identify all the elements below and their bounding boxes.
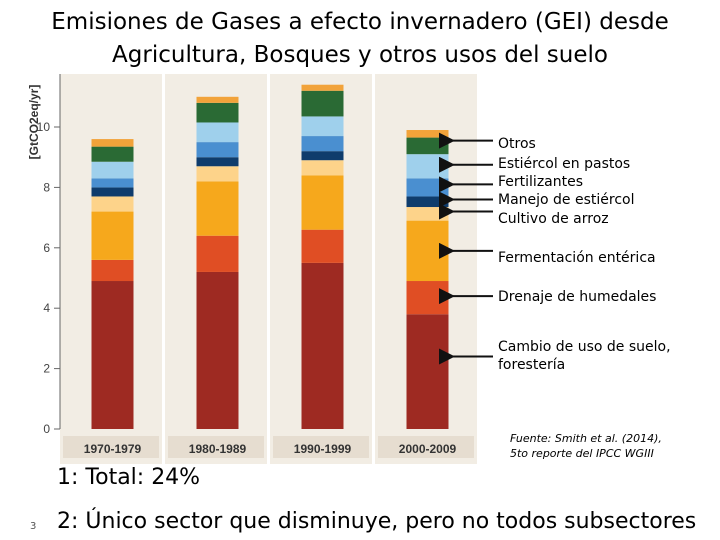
bar-segment [196,271,239,429]
bar-segment [91,187,134,197]
x-axis: 1970-1979 1980-1989 1990-1999 2000-2009 [63,436,474,458]
annotation-label: Drenaje de humedales [498,289,657,305]
annotation-label: Fermentación entérica [498,250,656,266]
note-total: 1: Total: 24% [57,465,201,490]
x-tick-label: 1980-1989 [189,442,247,456]
bar-segment [301,90,344,117]
bar-segment [406,220,449,282]
y-tick-label: 4 [43,301,50,315]
bar-segment [91,259,134,282]
annotation-label: Otros [498,136,536,152]
bar-segment [406,207,449,221]
bar-segment [91,161,134,179]
column-separator [372,74,375,464]
bar-segment [406,178,449,197]
source-citation: Fuente: Smith et al. (2014), 5to reporte… [510,431,662,461]
x-label-band [378,436,474,458]
x-tick-label: 1990-1999 [294,442,352,456]
bar-segment [196,166,239,182]
column-separator [267,74,270,464]
bar-segment [406,137,449,155]
bar-segment [91,146,134,162]
source-line-2: 5to reporte del IPCC WGIII [510,447,654,460]
bar-segment [301,160,344,176]
bar-segment [196,235,239,272]
bar-segment [91,196,134,212]
y-tick-label: 10 [37,120,51,134]
annotation-label: Manejo de estiércol [498,192,635,208]
bar-segment [196,181,239,236]
y-axis: 0 2 4 6 8 10 [37,74,61,436]
y-tick-label: 8 [43,180,50,194]
x-tick-label: 1970-1979 [84,442,142,456]
bar-segment [301,262,344,429]
annotation-label: Cultivo de arroz [498,211,609,227]
bar-segment [196,157,239,167]
y-tick-label: 6 [43,241,50,255]
y-axis-label: [GtCO2eq/yr] [27,85,41,160]
y-tick-label: 2 [43,362,50,376]
bar-segment [196,142,239,158]
y-tick-label: 0 [43,422,50,436]
bar-segment [91,281,134,429]
x-label-band [273,436,369,458]
annotation-label: Cambio de uso de suelo, forestería [498,339,671,373]
annotation-arrows [439,132,493,365]
bar-segment [406,130,449,138]
x-tick-label: 2000-2009 [399,442,457,456]
bar-segment [301,229,344,263]
slide-number: 3 [30,521,37,532]
bar-layer [91,74,480,464]
source-line-1: Fuente: Smith et al. (2014), [510,432,662,445]
x-label-band [63,436,159,458]
bar-segment [301,175,344,230]
x-label-band [168,436,264,458]
bar-segment [196,102,239,123]
annotation-label: Estiércol en pastos [498,156,631,172]
bar-segment [91,178,134,188]
bar-segment [301,151,344,161]
title-line-1: Emisiones de Gases a efecto invernadero … [51,9,669,35]
bar-segment [301,116,344,137]
bar-segment [301,84,344,91]
note-sector: 2: Único sector que disminuye, pero no t… [57,509,697,534]
bar-segment [406,196,449,208]
column-separator [162,74,165,464]
bar-segment [406,281,449,315]
annotation-label: Fertilizantes [498,174,584,190]
bar-segment [406,154,449,179]
bar-segment [196,122,239,143]
bar-segment [406,314,449,429]
slide-title: Emisiones de Gases a efecto invernadero … [20,6,700,72]
column-separator [477,74,480,464]
bar-segment [91,211,134,260]
bar-segment [196,96,239,103]
bar-segment [91,139,134,147]
title-line-2: Agricultura, Bosques y otros usos del su… [112,42,608,68]
bar-segment [301,136,344,152]
